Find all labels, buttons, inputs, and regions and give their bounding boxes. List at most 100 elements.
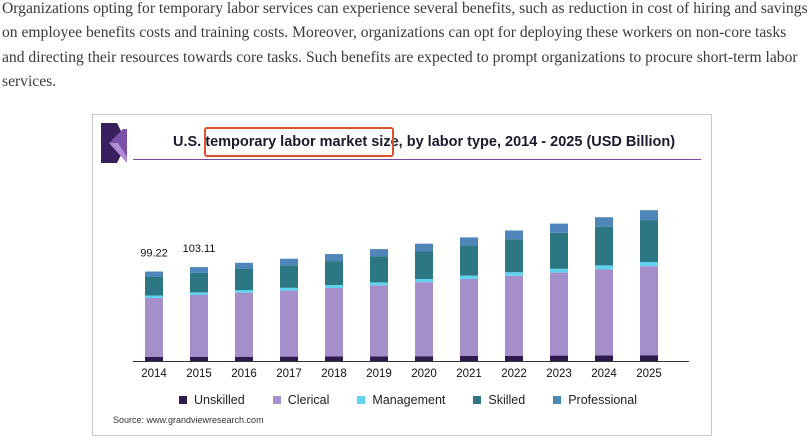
source-note: Source: www.grandviewresearch.com — [113, 415, 264, 425]
bar-segment-unskilled-2018 — [325, 356, 343, 361]
x-tick-label-2019: 2019 — [366, 368, 392, 380]
bar-segment-unskilled-2016 — [235, 356, 253, 361]
bar-segment-unskilled-2023 — [550, 355, 568, 361]
title-rule — [133, 159, 701, 160]
bar-segment-clerical-2023 — [550, 272, 568, 356]
bar-segment-skilled-2015 — [190, 272, 208, 293]
bar-segment-professional-2018 — [325, 254, 343, 262]
intro-paragraph: Organizations opting for temporary labor… — [2, 0, 808, 91]
bar-segment-management-2018 — [325, 285, 343, 288]
bar-segment-clerical-2020 — [415, 282, 433, 357]
bar-segment-clerical-2025 — [640, 266, 658, 356]
bar-segment-skilled-2019 — [370, 256, 388, 283]
bar-segment-management-2019 — [370, 282, 388, 286]
bar-segment-professional-2019 — [370, 249, 388, 257]
bar-segment-professional-2015 — [190, 267, 208, 273]
bar-segment-unskilled-2019 — [370, 356, 388, 361]
bar-plot: 2014 2015 2016 2017 2018 2019 2020 2021 2022 2023… — [133, 210, 689, 380]
bar-segment-clerical-2021 — [460, 279, 478, 356]
bar-segment-unskilled-2017 — [280, 356, 298, 361]
bar-segment-management-2020 — [415, 279, 433, 283]
bar-segment-professional-2021 — [460, 237, 478, 246]
bar-segment-professional-2023 — [550, 223, 568, 233]
bar-segment-unskilled-2024 — [595, 355, 613, 361]
bar-segment-clerical-2014 — [145, 298, 163, 357]
legend-label-skilled: Skilled — [488, 393, 526, 407]
bar-segment-management-2024 — [595, 265, 613, 270]
legend-swatch-skilled — [473, 396, 482, 404]
data-label-2015: 103.11 — [183, 243, 216, 255]
bar-segment-unskilled-2020 — [415, 356, 433, 361]
legend-item-management: Management — [357, 393, 445, 407]
legend-item-clerical: Clerical — [272, 393, 330, 407]
bar-segment-management-2022 — [505, 272, 523, 276]
title-highlight-box — [204, 127, 394, 157]
x-tick-label-2020: 2020 — [411, 368, 437, 380]
legend-label-clerical: Clerical — [287, 393, 330, 407]
bar-segment-management-2014 — [145, 295, 163, 298]
bar-segment-unskilled-2014 — [145, 357, 163, 361]
x-tick-label-2018: 2018 — [321, 368, 347, 380]
bar-segment-skilled-2023 — [550, 232, 568, 269]
grandview-logo-icon — [101, 123, 127, 163]
bar-segment-management-2015 — [190, 292, 208, 295]
bar-segment-unskilled-2022 — [505, 355, 523, 361]
bar-segment-clerical-2015 — [190, 295, 208, 357]
chart-title-prefix: U.S. — [173, 134, 206, 150]
legend-swatch-unskilled — [179, 396, 187, 404]
bar-segment-professional-2014 — [145, 271, 163, 277]
x-tick-label-2014: 2014 — [141, 368, 167, 380]
bar-segment-clerical-2016 — [235, 292, 253, 357]
bar-segment-professional-2022 — [505, 230, 523, 240]
x-tick-label-2016: 2016 — [231, 368, 257, 380]
bar-segment-management-2016 — [235, 290, 253, 293]
legend-swatch-professional — [553, 396, 562, 404]
x-tick-label-2025: 2025 — [636, 368, 662, 380]
bar-segment-unskilled-2015 — [190, 357, 208, 361]
bar-segment-management-2017 — [280, 287, 298, 291]
x-tick-label-2017: 2017 — [276, 368, 302, 380]
chart-title-highlight: temporary labor market size — [205, 134, 399, 150]
bar-segment-unskilled-2021 — [460, 356, 478, 361]
legend-item-skilled: Skilled — [473, 393, 525, 407]
legend-label-management: Management — [372, 393, 446, 407]
bar-segment-skilled-2020 — [415, 251, 433, 279]
bar-segment-clerical-2017 — [280, 290, 298, 357]
chart-title: U.S. temporary labor market size, by lab… — [173, 134, 693, 150]
data-label-2014: 99.22 — [140, 248, 168, 260]
bar-segment-skilled-2025 — [640, 220, 658, 262]
x-tick-label-2022: 2022 — [501, 368, 527, 380]
bar-segment-clerical-2019 — [370, 285, 388, 357]
bar-segment-clerical-2022 — [505, 275, 523, 356]
bar-segment-clerical-2018 — [325, 288, 343, 357]
legend-swatch-clerical — [272, 396, 281, 404]
chart-card: U.S. temporary labor market size, by lab… — [92, 114, 712, 436]
legend-swatch-management — [357, 396, 366, 404]
bar-segment-professional-2016 — [235, 262, 253, 269]
bar-segment-professional-2024 — [595, 217, 613, 227]
bar-segment-skilled-2024 — [595, 226, 613, 266]
x-tick-label-2023: 2023 — [546, 368, 572, 380]
bar-segment-unskilled-2025 — [640, 355, 658, 361]
legend-item-professional: Professional — [553, 393, 637, 407]
bar-segment-skilled-2016 — [235, 269, 253, 290]
x-tick-label-2021: 2021 — [456, 368, 482, 380]
x-tick-label-2015: 2015 — [186, 368, 212, 380]
legend: Unskilled Clerical Management Skilled Profes… — [179, 393, 665, 407]
bar-segment-management-2025 — [640, 262, 658, 267]
bar-segment-professional-2017 — [280, 258, 298, 266]
bar-segment-professional-2020 — [415, 243, 433, 252]
legend-label-professional: Professional — [568, 393, 637, 407]
bar-segment-management-2023 — [550, 268, 568, 273]
bar-segment-clerical-2024 — [595, 269, 613, 356]
legend-label-unskilled: Unskilled — [194, 393, 245, 407]
bar-segment-professional-2025 — [640, 210, 658, 221]
x-tick-label-2024: 2024 — [591, 368, 617, 380]
legend-item-unskilled: Unskilled — [179, 393, 245, 407]
bar-segment-skilled-2022 — [505, 239, 523, 273]
bar-segment-management-2021 — [460, 275, 478, 279]
bar-segment-skilled-2021 — [460, 245, 478, 276]
bar-segment-skilled-2018 — [325, 261, 343, 286]
bar-segment-skilled-2014 — [145, 277, 163, 296]
bar-segment-skilled-2017 — [280, 265, 298, 288]
